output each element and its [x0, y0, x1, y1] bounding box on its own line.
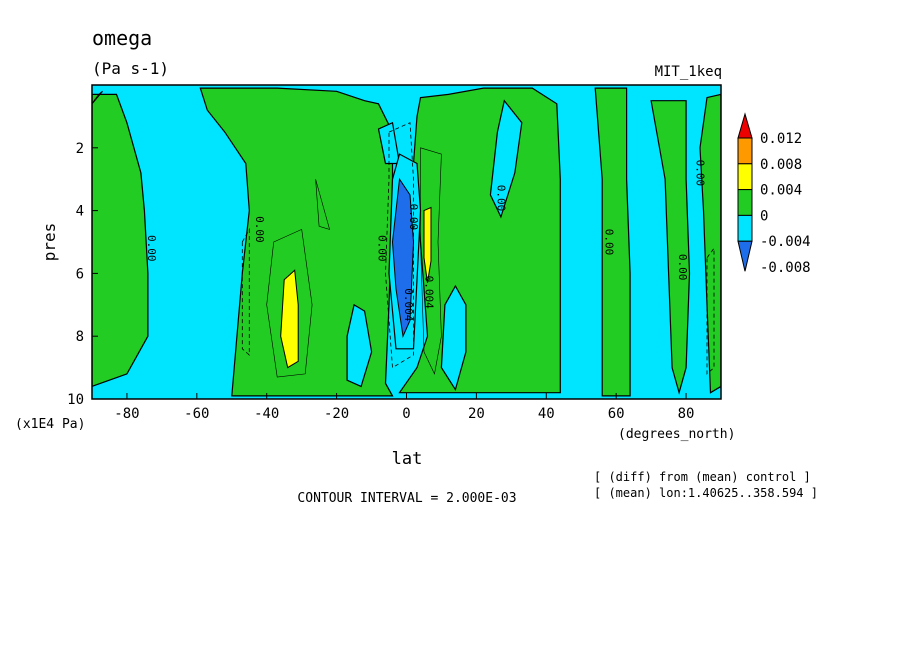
contour-fills [92, 85, 721, 399]
note-mean: [ (mean) lon:1.40625..358.594 ] [594, 486, 818, 500]
field-positive-region-1 [92, 90, 103, 105]
x-tick-label: 20 [468, 406, 485, 422]
y-tick-label: 6 [76, 266, 84, 282]
x-tick-label: 80 [678, 406, 695, 422]
y-axis: 2 4 6 8 10 [67, 141, 98, 408]
run-label: MIT_1keq [655, 64, 722, 80]
x-tick-label: -40 [254, 406, 279, 422]
y-axis-title: pres [40, 223, 59, 262]
contour-thin-2 [420, 147, 442, 375]
x-tick-label: -60 [184, 406, 209, 422]
field-positive-region-2 [199, 87, 394, 397]
contour-label: 0.004 [423, 276, 436, 309]
contour-lines [241, 122, 715, 378]
contour-label: 0.004 [402, 288, 415, 321]
colorbar-segment [737, 163, 753, 191]
colorbar: 0.012 0.008 0.004 0 -0.004 -0.008 [737, 112, 811, 276]
contour-labels: 0.00 0.00 0.00 0.00 0.004 0.004 0.00 0.00 0.00 0.… [145, 160, 707, 322]
contour-dashed-0 [385, 122, 414, 369]
colorbar-segment [737, 189, 753, 216]
contour-label: 0.00 [407, 204, 420, 231]
colorbar-label: 0.008 [760, 157, 802, 173]
y-axis-units: (x1E4 Pa) [15, 417, 85, 432]
colorbar-label: 0 [760, 208, 768, 224]
field-strong-negative-region [391, 177, 415, 338]
colorbar-label: -0.008 [760, 260, 811, 276]
contour-dashed-1 [241, 227, 250, 356]
plot-area [91, 84, 722, 400]
field-positive-region-5 [699, 93, 721, 394]
contour-dashed-2 [706, 247, 715, 375]
contour-label: 0.00 [603, 229, 616, 256]
contour-label: 0.00 [694, 160, 707, 187]
field-negative-region-2 [489, 99, 523, 219]
field-negative-region-1 [440, 284, 467, 392]
field-negative-region-0 [346, 303, 373, 388]
colorbar-segment [737, 137, 753, 165]
y-tick-label: 8 [76, 329, 84, 345]
contour-label: 0.00 [145, 235, 158, 262]
x-tick-label: -20 [324, 406, 349, 422]
colorbar-extend-max [737, 112, 753, 139]
field-positive-region-4 [594, 87, 631, 397]
x-axis-title: lat [392, 449, 423, 469]
contour-thin-1 [315, 179, 331, 230]
x-tick-label: 60 [608, 406, 625, 422]
colorbar-extend-min [737, 240, 753, 272]
x-axis: -80 -60 -40 -20 0 20 40 60 80 [114, 393, 694, 422]
field-positive-region-0 [92, 93, 149, 388]
contour-interval: CONTOUR INTERVAL = 2.000E-03 [297, 491, 516, 506]
colorbar-label: -0.004 [760, 234, 811, 250]
contour-thin-0 [266, 228, 313, 378]
x-tick-label: 0 [402, 406, 410, 422]
y-tick-label: 10 [67, 392, 84, 408]
contour-label: 0.00 [253, 216, 266, 243]
y-tick-label: 2 [76, 141, 84, 157]
contour-label: 0.00 [376, 235, 389, 262]
x-tick-label: 40 [538, 406, 555, 422]
colorbar-label: 0.012 [760, 131, 802, 147]
colorbar-label: 0.004 [760, 183, 802, 199]
chart-units: (Pa s-1) [92, 59, 169, 78]
x-tick-label: -80 [114, 406, 139, 422]
contour-label: 0.00 [676, 254, 689, 281]
field-positive-peak-region-0 [280, 269, 299, 369]
chart-title: omega [92, 26, 152, 50]
note-diff: [ (diff) from (mean) control ] [594, 470, 811, 484]
colorbar-segment [737, 214, 753, 242]
y-tick-label: 4 [76, 204, 84, 220]
contour-label: 0.00 [494, 185, 507, 212]
field-positive-region-6 [650, 100, 691, 395]
x-axis-units: (degrees_north) [618, 427, 735, 442]
field-positive-peak-region-1 [423, 206, 432, 283]
